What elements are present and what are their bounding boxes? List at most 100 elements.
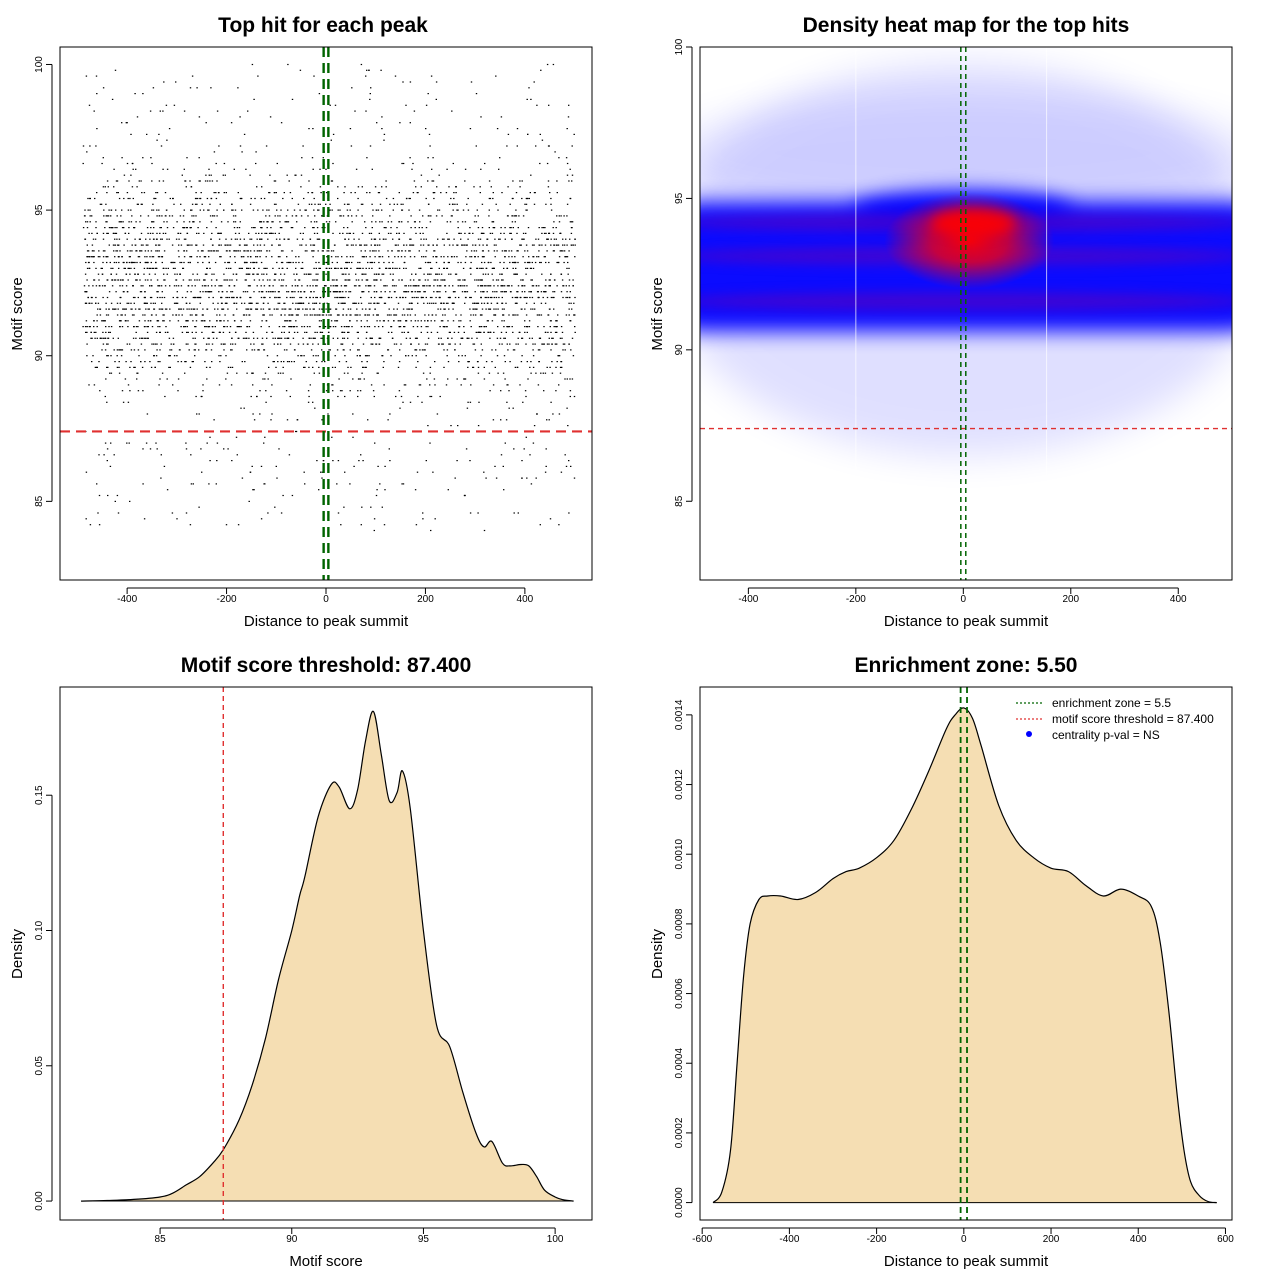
scatter-point — [481, 227, 484, 229]
scatter-point — [91, 302, 93, 304]
scatter-point — [219, 320, 221, 322]
scatter-point — [409, 279, 412, 281]
scatter-point — [574, 296, 576, 299]
scatter-point — [295, 215, 298, 217]
scatter-point — [135, 337, 137, 339]
scatter-point — [127, 279, 129, 281]
scatter-point — [93, 110, 95, 112]
scatter-point — [546, 250, 548, 252]
scatter-point — [221, 308, 223, 310]
scatter-point — [281, 279, 283, 281]
scatter-point — [372, 390, 375, 392]
scatter-point — [382, 273, 385, 275]
scatter-point — [370, 261, 373, 264]
scatter-point — [462, 209, 465, 211]
scatter-point — [375, 209, 378, 211]
scatter-point — [321, 477, 323, 479]
scatter-point — [570, 465, 572, 467]
scatter-point — [524, 296, 527, 299]
scatter-point — [178, 238, 180, 240]
scatter-point — [254, 197, 256, 200]
scatter-point — [331, 209, 333, 211]
scatter-point — [521, 477, 523, 479]
scatter-point — [110, 227, 113, 229]
scatter-point — [277, 308, 279, 310]
scatter-point — [228, 244, 230, 246]
scatter-point — [427, 157, 429, 159]
scatter-point — [398, 361, 401, 363]
scatter-point — [559, 232, 561, 234]
scatter-point — [218, 244, 220, 246]
scatter-point — [540, 314, 543, 316]
scatter-point — [530, 361, 532, 363]
scatter-point — [160, 454, 162, 456]
scatter-point — [380, 296, 382, 299]
scatter-point — [563, 215, 565, 217]
scatter-point — [153, 221, 155, 223]
heatmap-upper-haze — [700, 93, 1232, 213]
scatter-point — [189, 180, 191, 182]
scatter-point — [321, 331, 324, 333]
scatter-point — [153, 355, 155, 357]
scatter-point — [158, 209, 160, 211]
scatter-point — [404, 326, 406, 328]
scatter-point — [279, 221, 281, 223]
scatter-point — [567, 425, 569, 427]
scatter-point — [123, 261, 125, 264]
scatter-point — [312, 355, 315, 357]
scatter-point — [185, 512, 188, 514]
scatter-point — [492, 192, 494, 194]
scatter-point — [500, 454, 503, 456]
scatter-point — [523, 296, 525, 299]
scatter-point — [364, 250, 366, 252]
scatter-point — [123, 174, 126, 176]
scatter-point — [429, 285, 431, 287]
scatter-point — [451, 337, 453, 339]
scatter-point — [93, 320, 95, 322]
scatter-point — [202, 314, 204, 316]
scatter-point — [284, 326, 286, 328]
scatter-point — [377, 372, 379, 374]
scatter-point — [470, 314, 472, 316]
scatter-point — [189, 302, 191, 304]
scatter-point — [546, 238, 548, 240]
scatter-point — [379, 337, 381, 339]
scatter-point — [165, 104, 168, 106]
scatter-point — [422, 232, 424, 234]
scatter-point — [114, 238, 116, 240]
scatter-point — [493, 267, 495, 269]
scatter-point — [268, 366, 270, 368]
scatter-point — [270, 419, 272, 421]
scatter-point — [133, 326, 135, 328]
scatter-point — [214, 326, 216, 328]
scatter-point — [99, 308, 101, 310]
scatter-point — [196, 256, 198, 258]
scatter-point — [245, 337, 248, 339]
scatter-point — [115, 308, 117, 310]
scatter-point — [122, 401, 125, 403]
scatter-point — [316, 232, 319, 234]
scatter-point — [135, 331, 137, 333]
scatter-point — [130, 308, 132, 310]
scatter-point — [250, 250, 252, 252]
scatter-point — [549, 192, 551, 194]
scatter-point — [324, 361, 326, 363]
scatter-point — [566, 174, 569, 176]
scatter-point — [141, 250, 143, 252]
scatter-point — [108, 209, 110, 211]
scatter-point — [433, 197, 435, 200]
scatter-point — [212, 337, 215, 339]
scatter-point — [126, 343, 128, 345]
scatter-point — [409, 122, 411, 124]
scatter-point — [114, 69, 117, 71]
scatter-point — [497, 285, 499, 287]
scatter-point — [309, 285, 311, 287]
scatter-point — [416, 471, 419, 473]
scatter-point — [164, 232, 167, 234]
scatter-point — [208, 326, 210, 328]
scatter-point — [347, 337, 349, 339]
scatter-point — [299, 296, 301, 299]
scatter-point — [279, 238, 281, 240]
scatter-point — [360, 302, 363, 304]
scatter-point — [374, 238, 377, 240]
